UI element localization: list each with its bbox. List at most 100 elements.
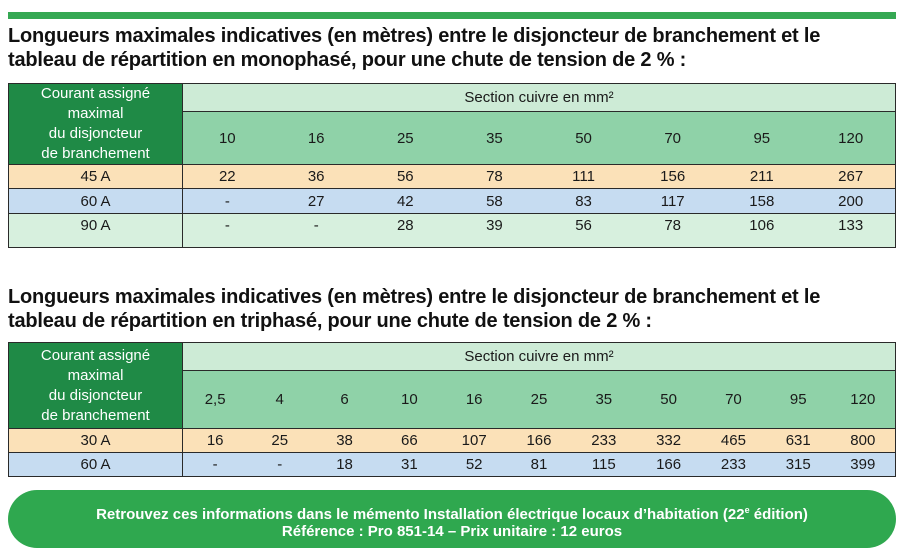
value-cell: 166 [506,428,572,453]
value-cell: 800 [830,428,896,453]
value-cell: 52 [441,452,507,477]
header-line: maximal [67,366,124,384]
section-cell: 70 [701,370,766,429]
banner-line2: Référence : Pro 851-14 – Prix unitaire :… [281,523,623,540]
value-cell: 233 [701,452,766,477]
value-cell: 156 [628,164,718,189]
value-cell: - [247,452,313,477]
value-cell: 66 [376,428,442,453]
tri-title: Longueurs maximales indicatives (en mètr… [8,285,896,333]
banner-line1-text: Retrouvez ces informations dans le mémen… [96,506,745,523]
value-cell: 83 [539,188,629,214]
value-cell: 42 [360,188,450,214]
tri-table: Courant assigné maximal du disjoncteur d… [8,342,896,477]
value-cell: - [182,452,248,477]
mono-table: Courant assigné maximal du disjoncteur d… [8,82,897,248]
value-cell: 133 [806,213,897,248]
section-cell: 120 [806,111,897,165]
value-cell: 16 [182,428,248,453]
value-cell: 211 [717,164,807,189]
value-cell: 31 [376,452,442,477]
row-label: 30 A [8,428,183,453]
value-cell: 25 [247,428,313,453]
value-cell: - [271,213,361,248]
value-cell: 56 [539,213,629,248]
section-cell: 6 [312,370,377,429]
header-line: maximal [67,105,124,122]
value-cell: 107 [441,428,507,453]
section-cell: 95 [717,111,807,165]
row-label: 90 A [8,213,183,248]
mono-title-line2: tableau de répartition en monophasé, pou… [8,49,687,71]
row-label: 60 A [8,452,183,477]
section-cell: 2,5 [182,370,248,429]
value-cell: 56 [360,164,450,189]
section-cell: 4 [247,370,313,429]
tri-title-line2: tableau de répartition en triphasé, pour… [8,310,652,332]
value-cell: 465 [701,428,766,453]
header-line: Courant assigné [40,85,151,102]
table-row: 60 A - - 18 31 52 81 115 166 233 315 399 [8,452,896,477]
section-cell: 16 [441,370,507,429]
value-cell: 399 [830,452,896,477]
value-cell: 18 [312,452,377,477]
section-cell: 25 [506,370,572,429]
top-accent-bar [8,12,896,19]
value-cell: 111 [539,164,629,189]
header-line: du disjoncteur [48,125,143,142]
section-cell: 10 [376,370,442,429]
value-cell: 58 [449,188,539,214]
tri-header-section: Section cuivre en mm² [182,342,896,371]
section-cell: 16 [271,111,361,165]
value-cell: 315 [765,452,831,477]
value-cell: 106 [717,213,807,248]
value-cell: 78 [449,164,539,189]
value-cell: 166 [636,452,701,477]
mono-header-current: Courant assigné maximal du disjoncteur d… [8,83,183,165]
value-cell: 27 [271,188,361,214]
table-row: 90 A - - 28 39 56 78 106 133 [8,213,897,248]
value-cell: 38 [312,428,377,453]
banner-line1-sup: e [744,505,750,515]
mono-title: Longueurs maximales indicatives (en mètr… [8,24,896,72]
tri-header-current: Courant assigné maximal du disjoncteur d… [8,342,183,429]
section-cell: 25 [360,111,450,165]
value-cell: 81 [506,452,572,477]
table-row: 45 A 22 36 56 78 111 156 211 267 [8,164,897,189]
value-cell: 332 [636,428,701,453]
banner-line1-end: édition) [749,506,808,523]
value-cell: - [182,213,272,248]
row-label: 60 A [8,188,183,214]
value-cell: 158 [717,188,807,214]
tri-title-line1: Longueurs maximales indicatives (en mètr… [8,286,821,308]
header-line: du disjoncteur [48,386,143,404]
section-cell: 50 [636,370,701,429]
value-cell: 36 [271,164,361,189]
header-line: Courant assigné [40,346,151,364]
header-line: de branchement [41,145,150,162]
value-cell: 22 [182,164,272,189]
mono-title-line1: Longueurs maximales indicatives (en mètr… [8,25,821,47]
info-banner: Retrouvez ces informations dans le mémen… [8,490,896,548]
mono-header-section: Section cuivre en mm² [182,82,896,113]
value-cell: 267 [806,164,897,189]
value-cell: - [182,188,272,214]
value-cell: 631 [765,428,831,453]
value-cell: 200 [806,188,897,214]
value-cell: 78 [628,213,718,248]
value-cell: 233 [571,428,637,453]
value-cell: 115 [571,452,637,477]
section-cell: 50 [539,111,629,165]
section-cell: 95 [765,370,831,429]
value-cell: 28 [360,213,450,248]
row-label: 45 A [8,164,183,189]
header-line: de branchement [41,406,150,424]
table-row: 30 A 16 25 38 66 107 166 233 332 465 631… [8,428,896,453]
banner-line1: Retrouvez ces informations dans le mémen… [8,501,896,524]
section-cell: 70 [628,111,718,165]
table-row: 60 A - 27 42 58 83 117 158 200 [8,188,897,214]
section-cell: 10 [182,111,272,165]
value-cell: 39 [449,213,539,248]
section-cell: 120 [830,370,896,429]
value-cell: 117 [628,188,718,214]
